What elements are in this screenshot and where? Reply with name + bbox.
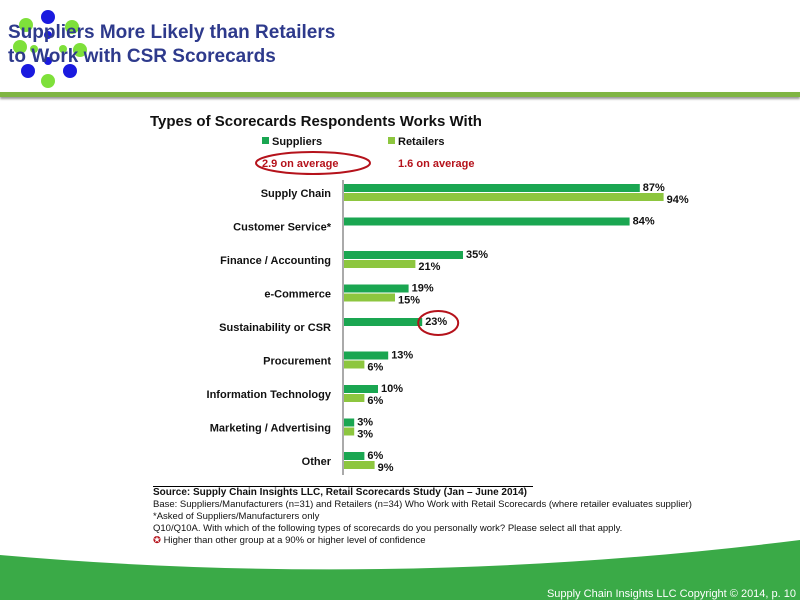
data-label: 23%	[425, 316, 447, 328]
highlight-circle	[417, 310, 460, 336]
category-label: Sustainability or CSR	[219, 322, 331, 334]
bar-suppliers	[344, 418, 355, 427]
data-label: 3%	[357, 417, 373, 429]
data-label: 87%	[643, 182, 665, 194]
company-logo	[13, 10, 87, 88]
question-note: Q10/Q10A. With which of the following ty…	[153, 523, 623, 534]
chart-title: Types of Scorecards Respondents Works Wi…	[150, 113, 482, 130]
data-label: 35%	[466, 249, 488, 261]
data-label: 10%	[381, 383, 403, 395]
legend-swatch	[262, 137, 269, 144]
bar-suppliers	[344, 318, 423, 326]
bar-retailers	[344, 293, 395, 302]
category-label: Supply Chain	[261, 188, 332, 200]
confidence-note: Higher than other group at a 90% or high…	[163, 535, 426, 546]
bar-retailers	[344, 193, 664, 201]
bar-suppliers	[344, 184, 640, 192]
header-divider	[0, 92, 800, 97]
data-label: 13%	[391, 350, 413, 362]
data-label: 19%	[412, 283, 434, 295]
data-label: 15%	[398, 295, 420, 307]
category-label: Other	[302, 456, 332, 468]
page-title: Suppliers More Likely than Retailers to W…	[8, 22, 336, 67]
source-note: Source: Supply Chain Insights LLC, Retai…	[153, 487, 527, 498]
average-label: 1.6 on average	[398, 158, 474, 170]
bar-chart: Types of Scorecards Respondents Works Wi…	[150, 113, 689, 475]
legend-swatch	[388, 137, 395, 144]
bar-suppliers	[344, 351, 389, 360]
bar-retailers	[344, 427, 355, 436]
bar-suppliers	[344, 284, 409, 293]
category-label: Information Technology	[207, 389, 332, 401]
category-label: Customer Service*	[233, 222, 332, 234]
data-label: 6%	[367, 450, 383, 462]
asterisk-note: *Asked of Suppliers/Manufacturers only	[153, 511, 320, 522]
bar-retailers	[344, 260, 416, 268]
data-label: 9%	[378, 462, 394, 474]
data-label: 6%	[367, 362, 383, 374]
category-label: Finance / Accounting	[220, 255, 331, 267]
data-label: 3%	[357, 429, 373, 441]
copyright: Supply Chain Insights LLC Copyright © 20…	[546, 588, 796, 600]
average-label: 2.9 on average	[262, 158, 338, 170]
bar-suppliers	[344, 217, 630, 226]
data-label: 84%	[633, 216, 655, 228]
bar-retailers	[344, 394, 365, 402]
data-label: 21%	[418, 261, 440, 273]
chart-footnotes: Source: Supply Chain Insights LLC, Retai…	[153, 486, 692, 547]
legend-label: Suppliers	[272, 136, 322, 148]
bar-retailers	[344, 461, 375, 469]
bar-suppliers	[344, 251, 463, 259]
base-note: Base: Suppliers/Manufacturers (n=31) and…	[153, 499, 692, 510]
data-label: 94%	[667, 194, 689, 206]
category-label: Marketing / Advertising	[210, 423, 331, 435]
category-label: e-Commerce	[264, 289, 331, 301]
bar-retailers	[344, 360, 365, 369]
highlight-circle	[255, 151, 371, 175]
confidence-icon: ✪	[153, 535, 161, 546]
category-label: Procurement	[263, 356, 331, 368]
data-label: 6%	[367, 395, 383, 407]
bar-suppliers	[344, 385, 378, 393]
legend-label: Retailers	[398, 136, 444, 148]
footer-band	[0, 540, 800, 600]
bar-suppliers	[344, 452, 365, 460]
